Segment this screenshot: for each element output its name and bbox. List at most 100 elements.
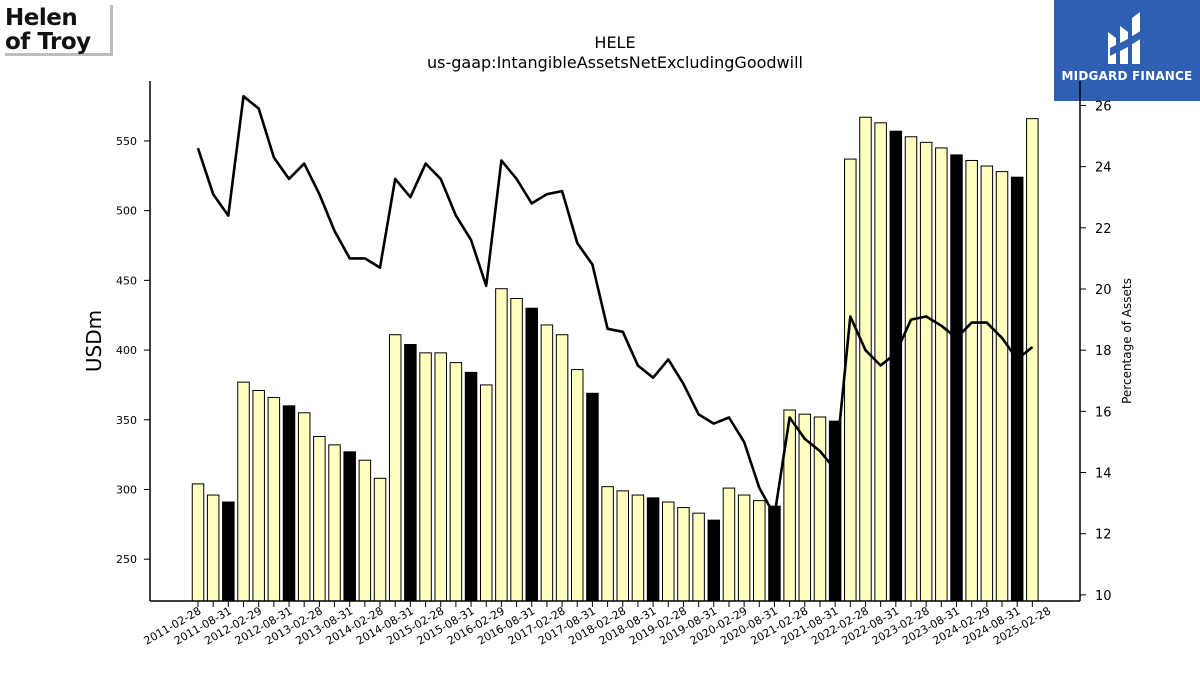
bar <box>737 494 751 602</box>
line-point <box>698 413 700 415</box>
bar <box>191 483 205 602</box>
line-point <box>880 364 882 366</box>
y-axis-label: USDm <box>82 310 106 372</box>
line-point <box>379 267 381 269</box>
y-tick-label: 300 <box>116 483 137 496</box>
bar <box>252 389 265 602</box>
bar <box>419 352 432 602</box>
line-point <box>758 487 760 489</box>
bar <box>297 412 311 602</box>
y-tick-label: 450 <box>116 274 137 287</box>
chart-title: HELE <box>594 33 635 52</box>
bar <box>889 130 903 602</box>
line-point <box>652 377 654 379</box>
bar <box>646 497 660 602</box>
bar <box>692 512 705 602</box>
bar <box>373 477 387 602</box>
bar <box>328 444 341 602</box>
line-point <box>804 438 806 440</box>
bar <box>495 288 508 602</box>
bar <box>206 494 220 602</box>
line-point <box>485 285 487 287</box>
line-point <box>273 156 275 158</box>
bar <box>1010 176 1024 602</box>
line-point <box>925 316 927 318</box>
line-point <box>349 257 351 259</box>
line-point <box>227 215 229 217</box>
midgard-mark-icon <box>1108 12 1142 64</box>
line-point <box>1016 358 1018 360</box>
bar <box>950 154 963 602</box>
line-point <box>971 322 973 324</box>
bar <box>510 297 523 602</box>
line-point <box>409 196 411 198</box>
line-point <box>334 230 336 232</box>
line-point <box>773 514 775 516</box>
bar <box>813 416 827 602</box>
bar <box>844 158 857 602</box>
line-point <box>258 108 260 110</box>
line-point <box>243 95 245 97</box>
y2-tick-label: 22 <box>1095 222 1112 237</box>
line-point <box>743 441 745 443</box>
line-point <box>789 416 791 418</box>
bar <box>859 116 872 602</box>
logo-line-1: Helen <box>5 5 78 31</box>
line-point <box>607 328 609 330</box>
bar <box>1026 118 1039 602</box>
line-point <box>910 319 912 321</box>
line-point <box>561 190 563 192</box>
y-tick-label: 500 <box>116 205 137 218</box>
y2-tick-label: 10 <box>1095 589 1112 604</box>
y2-tick-label: 24 <box>1095 161 1112 176</box>
bar <box>571 369 584 602</box>
y2-tick-label: 18 <box>1095 344 1112 359</box>
line-point <box>728 416 730 418</box>
bar <box>828 420 842 602</box>
y2-tick-label: 12 <box>1095 528 1112 543</box>
bar <box>904 136 918 602</box>
bar <box>919 141 933 602</box>
y-tick-label: 550 <box>116 135 137 148</box>
bar <box>222 501 235 602</box>
y-tick-label: 400 <box>116 344 137 357</box>
bar <box>555 334 569 602</box>
line-point <box>212 193 214 195</box>
line-point <box>318 193 320 195</box>
line-point <box>576 242 578 244</box>
bar <box>525 307 538 602</box>
line-point <box>1031 346 1033 348</box>
line-point <box>288 178 290 180</box>
bar <box>479 384 493 602</box>
bar <box>722 487 736 602</box>
y-tick-label: 350 <box>116 414 137 427</box>
bar <box>965 159 978 602</box>
line-point <box>500 160 502 162</box>
line-point <box>986 322 988 324</box>
line-point <box>819 450 821 452</box>
bar <box>995 171 1009 602</box>
line-point <box>637 364 639 366</box>
y2-tick-label: 26 <box>1095 99 1112 114</box>
y-tick-label: 250 <box>116 553 137 566</box>
bar <box>631 494 645 602</box>
line-point <box>470 239 472 241</box>
bar <box>267 396 281 602</box>
bar <box>540 324 554 602</box>
bar <box>980 165 994 602</box>
bar <box>616 490 630 602</box>
line-point <box>591 264 593 266</box>
y2-tick-label: 16 <box>1095 405 1112 420</box>
bar <box>434 352 447 602</box>
line-point <box>864 349 866 351</box>
midgard-finance-logo: MIDGARD FINANCE <box>1054 0 1200 101</box>
line-point <box>455 215 457 217</box>
line-point <box>940 325 942 327</box>
line-point <box>622 331 624 333</box>
logo-line-2: of Troy <box>5 29 91 55</box>
bar <box>282 405 296 602</box>
bar <box>237 381 250 602</box>
line-point <box>531 202 533 204</box>
bar <box>662 501 675 602</box>
line-point <box>713 423 715 425</box>
